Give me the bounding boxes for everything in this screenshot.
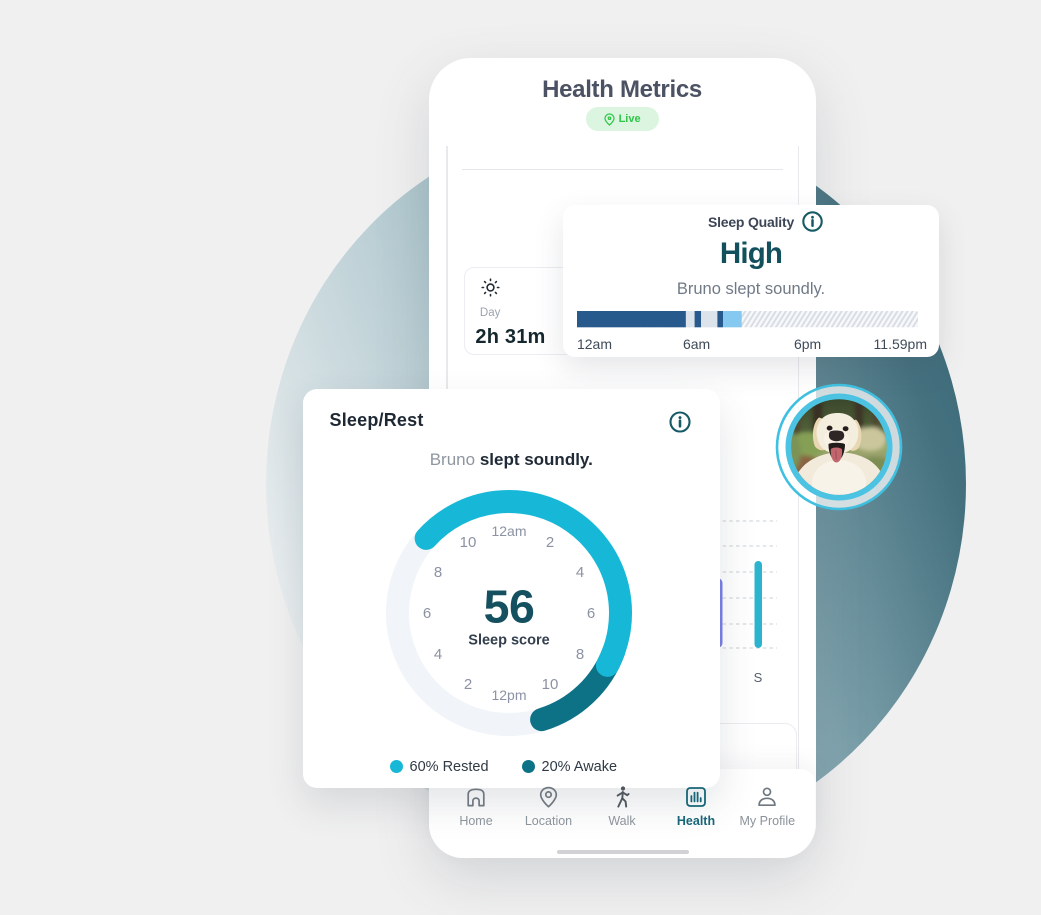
svg-text:10: 10 xyxy=(541,676,558,693)
svg-text:56: 56 xyxy=(483,580,534,632)
svg-text:8: 8 xyxy=(575,646,583,663)
svg-text:12am: 12am xyxy=(491,523,526,539)
svg-text:Sleep score: Sleep score xyxy=(468,632,549,648)
svg-text:6: 6 xyxy=(422,605,430,622)
svg-text:10: 10 xyxy=(459,534,476,551)
svg-text:4: 4 xyxy=(575,564,583,581)
svg-text:4: 4 xyxy=(433,646,441,663)
svg-text:2: 2 xyxy=(545,534,553,551)
svg-text:12pm: 12pm xyxy=(491,687,526,703)
svg-text:8: 8 xyxy=(433,564,441,581)
svg-text:S: S xyxy=(754,670,763,685)
svg-text:6: 6 xyxy=(586,605,594,622)
svg-text:2: 2 xyxy=(463,676,471,693)
